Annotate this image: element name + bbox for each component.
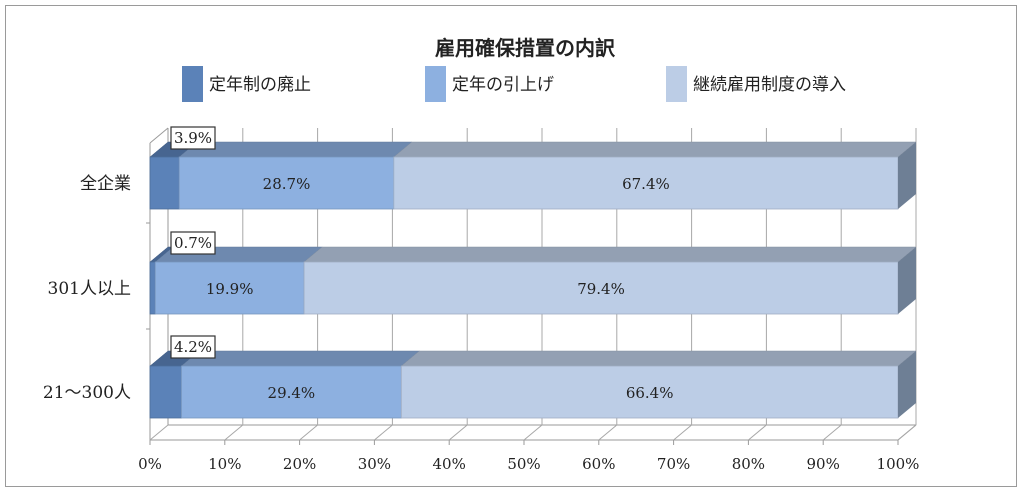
bar-segment — [149, 156, 180, 210]
bar-side-face — [898, 142, 916, 209]
floor-gridline — [374, 424, 393, 441]
legend-label: 継続雇用制度の導入 — [693, 75, 846, 95]
data-label: 66.4% — [626, 384, 674, 402]
floor-gridline — [299, 424, 318, 441]
floor-gridline — [748, 424, 767, 441]
category-label: 全企業 — [80, 174, 131, 194]
data-label: 79.4% — [577, 280, 625, 298]
chart-title: 雇用確保措置の内訳 — [435, 36, 616, 60]
floor-gridline — [598, 424, 618, 441]
data-label: 3.9% — [174, 129, 212, 147]
data-label: 4.2% — [174, 338, 212, 356]
x-tick-label: 50% — [507, 455, 540, 473]
x-tick-label: 0% — [138, 455, 162, 473]
x-tick-label: 20% — [283, 455, 316, 473]
side-wall-top — [149, 127, 169, 144]
legend-swatch — [182, 66, 203, 102]
floor-gridline — [448, 424, 468, 441]
x-tick-label: 30% — [358, 455, 391, 473]
bar-segment — [154, 261, 305, 315]
x-tick-label: 100% — [877, 455, 920, 473]
data-label: 0.7% — [174, 234, 212, 252]
data-label: 28.7% — [263, 175, 311, 193]
bar-segment — [149, 261, 156, 315]
legend-swatch — [666, 66, 687, 102]
data-label: 67.4% — [622, 175, 670, 193]
bar-top-face — [400, 350, 917, 367]
floor-gridline — [673, 424, 692, 441]
data-label-box — [170, 231, 216, 255]
legend: 定年制の廃止 定年の引上げ 継続雇用制度の導入 — [182, 66, 846, 102]
legend-label: 定年制の廃止 — [209, 75, 311, 95]
x-tick-label: 70% — [657, 455, 690, 473]
bar-top-face — [303, 246, 917, 263]
data-label-box — [170, 335, 216, 359]
floor-gridline — [523, 424, 543, 441]
bar-segment — [178, 156, 395, 210]
category-label: 301人以上 — [48, 279, 131, 299]
floor-gridline — [149, 424, 169, 441]
bar-top-face — [180, 350, 421, 367]
legend-label: 定年の引上げ — [452, 75, 554, 95]
legend-item: 継続雇用制度の導入 — [666, 66, 846, 102]
legend-item: 定年制の廃止 — [182, 66, 311, 102]
bar-segment — [149, 365, 182, 419]
data-label-box — [170, 126, 216, 150]
bar-side-face — [898, 351, 916, 418]
bar-side-face — [898, 247, 916, 314]
x-tick-label: 40% — [433, 455, 466, 473]
category-label: 21～300人 — [43, 383, 131, 403]
bar-segment — [181, 365, 402, 419]
plot-area: 0% 10% 20% 30% 40% 50% 60% 70% 80% 90% 100% 全企業 3.9%… — [43, 126, 920, 473]
x-tick-label: 80% — [732, 455, 765, 473]
x-tick-label: 10% — [208, 455, 241, 473]
legend-item: 定年の引上げ — [425, 66, 554, 102]
bar-segment — [400, 365, 899, 419]
floor-gridline — [897, 424, 917, 441]
bar-segment — [303, 261, 899, 315]
x-tick-label: 60% — [582, 455, 615, 473]
data-label: 19.9% — [206, 280, 254, 298]
floor-gridline — [822, 424, 842, 441]
data-label: 29.4% — [268, 384, 316, 402]
floor-gridline — [224, 424, 244, 441]
bar-top-face — [393, 141, 917, 158]
x-tick-label: 90% — [807, 455, 840, 473]
legend-swatch — [425, 66, 446, 102]
